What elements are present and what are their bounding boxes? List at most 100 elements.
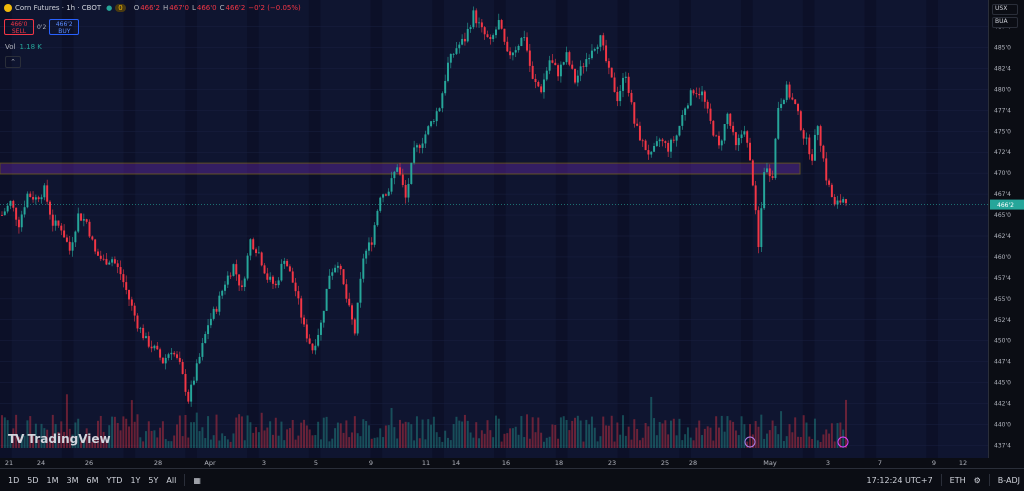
candle-body [373, 225, 376, 245]
volume-bar [353, 416, 356, 448]
candle-body [765, 168, 768, 173]
time-tick-label: 9 [369, 459, 373, 467]
candle-body [619, 90, 622, 102]
volume-bar [720, 415, 723, 448]
adjust-button[interactable]: B-ADJ [997, 475, 1020, 485]
currency-button[interactable]: USX [992, 4, 1018, 15]
volume-bar [746, 441, 749, 448]
volume-bar [771, 420, 774, 448]
session-button[interactable]: ETH [949, 475, 966, 485]
settings-icon[interactable]: ⚙ [973, 475, 981, 485]
range-button-1y[interactable]: 1Y [130, 475, 141, 485]
volume-bar [263, 430, 266, 448]
candle-body [542, 79, 545, 93]
volume-bar [46, 429, 49, 448]
volume-bar [384, 425, 387, 448]
eye-icon[interactable]: ● [106, 4, 113, 12]
candle-body [480, 22, 483, 28]
volume-bar [156, 437, 159, 448]
volume-bar [647, 426, 650, 448]
volume-bar [102, 431, 105, 448]
volume-bar [684, 434, 687, 448]
volume-bar [399, 419, 401, 448]
volume-bar [517, 434, 520, 448]
volume-bar [85, 428, 88, 448]
volume-bar [701, 435, 704, 448]
candle-body [607, 61, 610, 68]
price-chart[interactable] [0, 0, 988, 458]
volume-bar [441, 441, 444, 448]
range-buttons: 1D 5D 1M 3M 6M YTD 1Y 5Y All [4, 476, 180, 485]
volume-bar [833, 441, 836, 448]
volume-bar [294, 439, 297, 448]
volume-bar [520, 416, 523, 448]
symbol-title[interactable]: Corn Futures · 1h · CBOT [15, 4, 102, 12]
volume-bar [749, 424, 752, 448]
volume-bar [630, 439, 633, 448]
volume-bar [737, 435, 740, 448]
range-button-1d[interactable]: 1D [8, 475, 20, 485]
volume-bar [57, 431, 60, 448]
volume-bar [29, 416, 32, 448]
candle-body [187, 391, 190, 402]
clock-time[interactable]: 17:12:24 UTC+7 [866, 475, 933, 485]
volume-bar [26, 420, 29, 448]
time-tick-label: 16 [502, 459, 510, 467]
range-button-3m[interactable]: 3M [66, 475, 79, 485]
volume-bar [176, 424, 178, 448]
time-axis[interactable]: 21 24 26 28 Apr 3 5 9 11 14 16 18 23 25 28 May 3 7 9 12 [0, 458, 1024, 468]
candle-body [794, 99, 797, 104]
date-range-icon[interactable]: ▦ [193, 475, 201, 485]
candle-body [432, 121, 435, 122]
candle-body [839, 200, 842, 203]
volume-bar [579, 420, 582, 448]
volume-bar [514, 426, 517, 448]
candle-body [49, 201, 51, 215]
buy-button[interactable]: 466'2 BUY [49, 19, 80, 35]
volume-bar [497, 418, 500, 448]
candle-body [588, 58, 591, 60]
dividends-event-icon [744, 436, 756, 448]
range-button-1m[interactable]: 1M [46, 475, 59, 485]
candle-body [6, 205, 9, 212]
candle-body [466, 28, 469, 42]
trade-panel: 466'0 SELL 0'2 466'2 BUY [4, 19, 80, 35]
tradingview-watermark[interactable]: 𝗧𝗩 TradingView [8, 432, 111, 446]
volume-legend[interactable]: Vol 1.18 K [5, 43, 42, 51]
candle-body [548, 60, 551, 71]
volume-bar [670, 420, 672, 448]
range-button-all[interactable]: All [166, 475, 177, 485]
price-tick-label: 460'0 [994, 254, 1011, 261]
volume-bar [401, 423, 404, 448]
candle-body [34, 197, 37, 200]
candle-body [483, 27, 486, 35]
candle-body [226, 275, 229, 285]
range-button-5d[interactable]: 5D [27, 475, 39, 485]
volume-bar [438, 436, 441, 448]
candle-body [523, 37, 526, 39]
candle-body [760, 208, 763, 248]
candle-body [240, 285, 243, 287]
candle-body [128, 289, 131, 300]
candle-body [382, 194, 385, 198]
range-button-6m[interactable]: 6M [86, 475, 99, 485]
volume-bar [161, 421, 164, 448]
unit-button[interactable]: BUA [992, 17, 1018, 28]
alert-count-badge[interactable]: 0 [115, 4, 126, 12]
candle-body [514, 50, 517, 53]
range-button-5y[interactable]: 5Y [148, 475, 159, 485]
price-axis[interactable]: 487'4485'0482'4480'0477'4475'0472'4470'0… [988, 0, 1024, 458]
time-tick-label: 7 [878, 459, 882, 467]
volume-bar [830, 423, 833, 448]
candle-body [108, 262, 111, 265]
candle-body [692, 90, 695, 94]
candle-body [173, 352, 176, 355]
chart-area[interactable] [0, 0, 988, 458]
sell-button[interactable]: 466'0 SELL [4, 19, 34, 35]
collapse-legend-button[interactable]: ⌃ [5, 56, 21, 68]
volume-bar [15, 414, 18, 448]
volume-bar [116, 423, 119, 448]
candle-body [836, 200, 839, 205]
range-button-ytd[interactable]: YTD [106, 475, 123, 485]
candle-body [181, 361, 184, 374]
